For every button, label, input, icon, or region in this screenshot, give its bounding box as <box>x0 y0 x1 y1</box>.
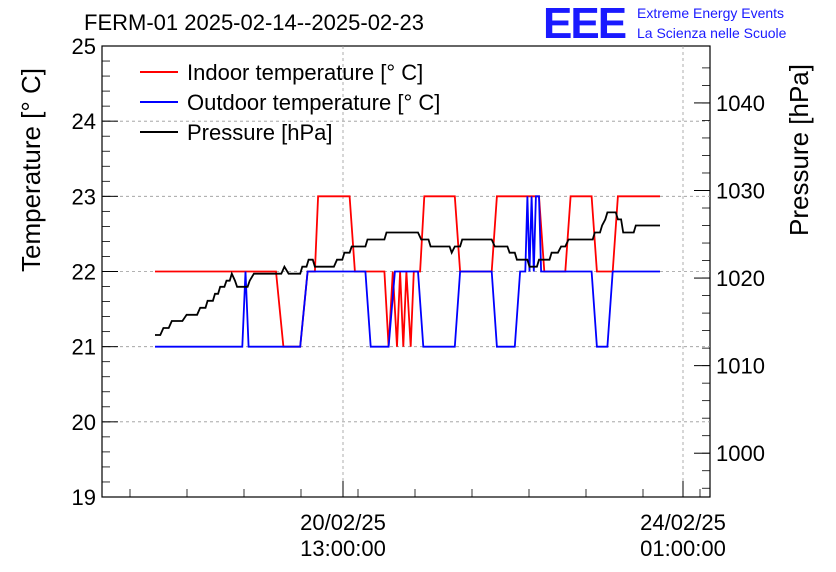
x-tick-label-time: 13:00:00 <box>300 536 386 561</box>
legend: Indoor temperature [° C] Outdoor temperat… <box>140 60 440 145</box>
y-tick-label-left: 25 <box>72 34 96 59</box>
y-axis-label-right: Pressure [hPa] <box>784 64 814 236</box>
y-tick-label-left: 21 <box>72 335 96 360</box>
y-tick-label-right: 1040 <box>716 91 765 116</box>
axis-ticks: 19 20 21 22 23 24 25 1000 1010 1020 1030 1040 20/02/… <box>72 34 765 561</box>
y-axis-label-left: Temperature [° C] <box>16 67 46 272</box>
series-line-0 <box>155 195 660 348</box>
series-line-1 <box>155 195 660 348</box>
legend-label-2: Pressure [hPa] <box>187 120 333 145</box>
y-tick-label-left: 23 <box>72 184 96 209</box>
y-tick-label-right: 1000 <box>716 441 765 466</box>
logo-line-2: La Scienza nelle Scuole <box>637 25 787 41</box>
logo-line-1: Extreme Energy Events <box>637 5 785 21</box>
x-tick-label-time: 01:00:00 <box>640 536 726 561</box>
y-tick-label-left: 22 <box>72 260 96 285</box>
y-tick-label-left: 20 <box>72 410 96 435</box>
y-tick-label-right: 1030 <box>716 178 765 203</box>
data-series <box>155 195 660 348</box>
x-tick-label-date: 24/02/25 <box>640 510 726 535</box>
y-tick-label-left: 24 <box>72 109 96 134</box>
y-tick-label-right: 1010 <box>716 354 765 379</box>
y-tick-label-right: 1020 <box>716 266 765 291</box>
eee-logo: EEE <box>543 0 627 48</box>
series-line-2 <box>155 211 660 336</box>
chart-title: FERM-01 2025-02-14--2025-02-23 <box>84 10 424 35</box>
y-tick-label-left: 19 <box>72 485 96 510</box>
legend-label-0: Indoor temperature [° C] <box>187 60 423 85</box>
x-tick-label-date: 20/02/25 <box>300 510 386 535</box>
legend-label-1: Outdoor temperature [° C] <box>187 90 440 115</box>
